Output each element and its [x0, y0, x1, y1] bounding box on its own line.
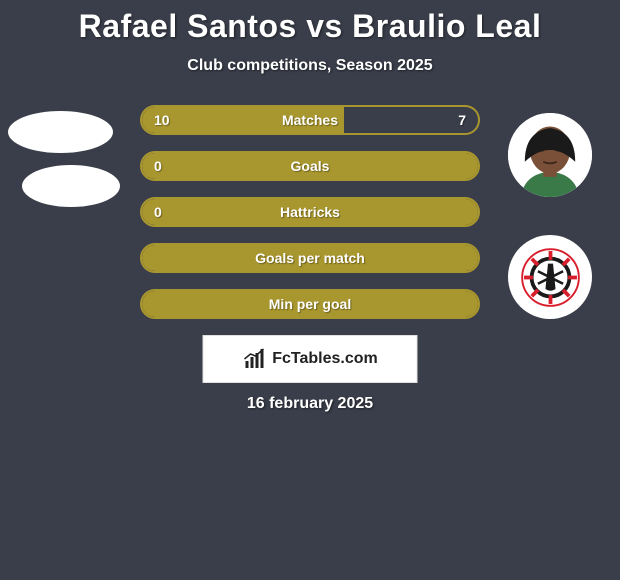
- stat-row-goals: 0 Goals: [140, 151, 480, 181]
- stat-row-goals-per-match: Goals per match: [140, 243, 480, 273]
- brand-text: FcTables.com: [272, 350, 378, 368]
- player-face-icon: [508, 113, 592, 197]
- stat-row-hattricks: 0 Hattricks: [140, 197, 480, 227]
- avatar-right-club: [508, 235, 592, 319]
- chart-icon: [242, 347, 266, 371]
- stats-bars: 10 Matches 7 0 Goals 0 Hattricks Goals p…: [140, 105, 480, 335]
- stat-right-value: 7: [458, 107, 466, 133]
- stat-label: Goals: [142, 153, 478, 179]
- stat-label: Hattricks: [142, 199, 478, 225]
- stat-label: Min per goal: [142, 291, 478, 317]
- avatar-right-player: [508, 113, 592, 197]
- footer-date: 16 february 2025: [247, 395, 373, 413]
- brand-badge: FcTables.com: [203, 335, 418, 383]
- avatar-left-placeholder-2: [22, 165, 120, 207]
- stat-row-min-per-goal: Min per goal: [140, 289, 480, 319]
- stat-label: Goals per match: [142, 245, 478, 271]
- avatar-left-placeholder-1: [8, 111, 113, 153]
- page-subtitle: Club competitions, Season 2025: [0, 57, 620, 75]
- stat-row-matches: 10 Matches 7: [140, 105, 480, 135]
- stat-label: Matches: [142, 107, 478, 133]
- page-title: Rafael Santos vs Braulio Leal: [0, 0, 620, 45]
- comparison-body: 10 Matches 7 0 Goals 0 Hattricks Goals p…: [0, 105, 620, 435]
- club-crest-icon: [519, 246, 582, 309]
